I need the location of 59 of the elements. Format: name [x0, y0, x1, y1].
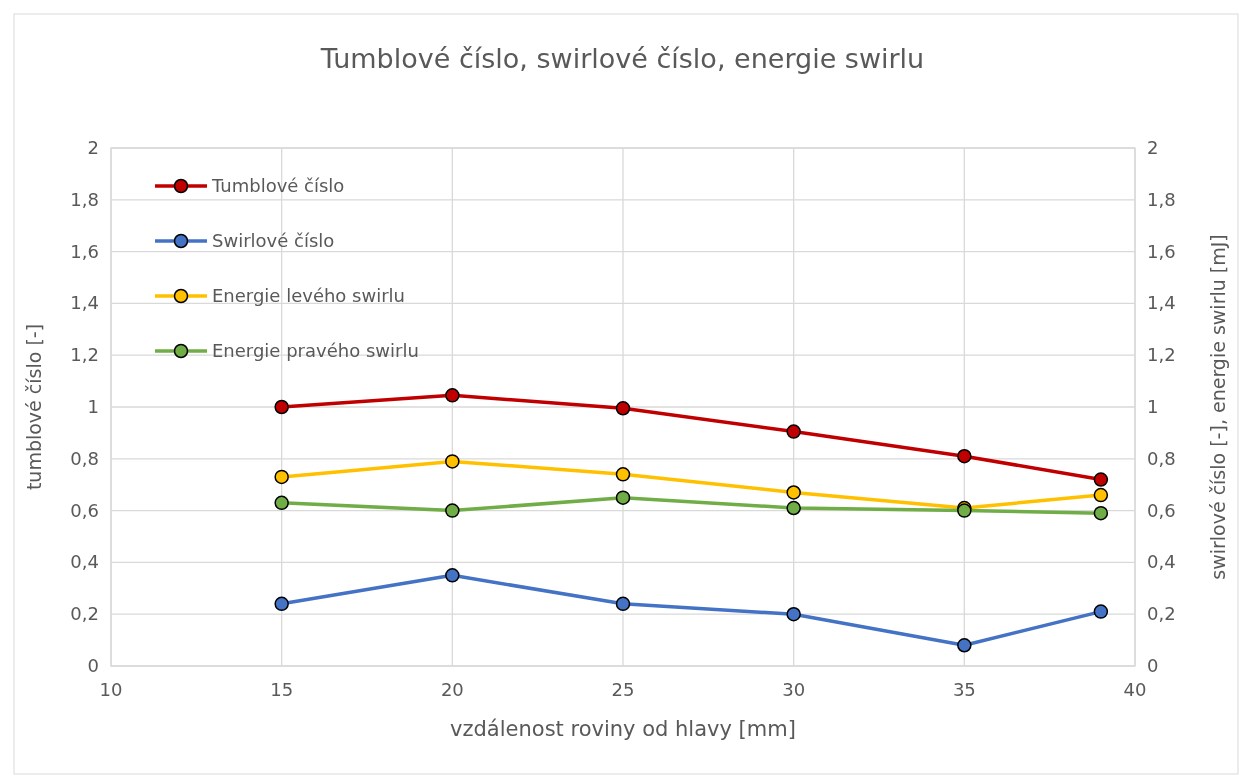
x-tick-label: 20: [440, 679, 464, 700]
y-tick-label: 1,8: [70, 188, 99, 210]
x-tick-label: 15: [270, 679, 294, 700]
point: [274, 596, 289, 612]
point: [445, 388, 460, 403]
x-tick-label: 25: [611, 679, 635, 700]
y-axis-title: tumblové číslo [-]: [23, 323, 45, 491]
y-tick-label: 0,2: [70, 603, 99, 625]
point: [615, 596, 631, 612]
point: [445, 568, 460, 583]
y-tick-label: 0,8: [70, 447, 99, 469]
point: [274, 495, 289, 511]
x-tick-label: 30: [782, 679, 806, 700]
point: [445, 454, 460, 469]
y-tick-label: 2: [87, 137, 99, 158]
y-tick-label: 0: [87, 655, 99, 676]
point: [615, 467, 631, 482]
y2-tick-label: 1,4: [1147, 292, 1176, 314]
legend-label: Energie levého swirlu: [212, 285, 406, 306]
y2-tick-label: 0,6: [1147, 499, 1176, 521]
chart-title: Tumblové číslo, swirlové číslo, energie swirlu: [319, 43, 925, 74]
point: [274, 469, 289, 485]
y2-tick-label: 1,2: [1147, 344, 1176, 366]
y-tick-label: 1: [87, 396, 99, 417]
y-tick-label: 0,6: [70, 499, 99, 521]
point: [615, 490, 631, 505]
y2-tick-label: 1,6: [1147, 240, 1176, 262]
point: [1093, 505, 1109, 521]
point: [274, 399, 289, 415]
y2-tick-label: 0,4: [1147, 551, 1176, 573]
y2-tick-label: 0,8: [1147, 447, 1176, 469]
y2-tick-label: 1,8: [1147, 188, 1176, 210]
point: [786, 485, 801, 500]
y2-axis-title: swirlové číslo [-], energie swirlu [mJ]: [1207, 234, 1229, 580]
y-tick-label: 1,6: [70, 240, 99, 262]
x-tick-label: 10: [99, 679, 123, 700]
y2-tick-label: 0,2: [1147, 603, 1176, 625]
x-axis-title: vzdálenost roviny od hlavy [mm]: [450, 717, 796, 741]
y-tick-label: 1,2: [70, 344, 99, 366]
x-tick-label: 35: [952, 679, 976, 700]
legend-label: Swirlové číslo: [212, 230, 335, 251]
point: [786, 424, 801, 439]
y-tick-label: 0,4: [70, 551, 99, 573]
x-tick-label: 40: [1123, 679, 1147, 700]
point: [786, 606, 801, 622]
point: [957, 638, 972, 653]
point: [1093, 472, 1109, 487]
point: [1093, 487, 1109, 503]
point: [1093, 604, 1109, 619]
point: [615, 401, 631, 416]
point: [957, 448, 972, 464]
y2-tick-label: 0: [1147, 655, 1159, 676]
point: [445, 503, 460, 518]
point: [786, 500, 801, 516]
y2-tick-label: 2: [1147, 137, 1159, 158]
legend-label: Tumblové číslo: [211, 175, 345, 196]
y2-tick-label: 1: [1147, 396, 1159, 417]
y-tick-label: 1,4: [70, 292, 99, 314]
legend-label: Energie pravého swirlu: [212, 340, 419, 361]
